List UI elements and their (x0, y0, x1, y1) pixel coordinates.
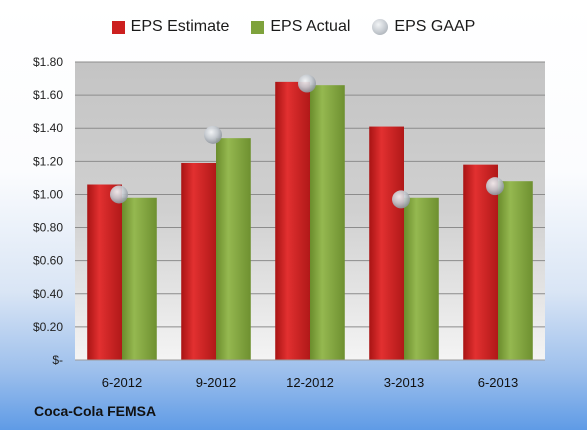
actual-bar (498, 181, 533, 360)
x-tick-label: 6-2013 (478, 375, 518, 390)
gaap-marker (486, 177, 504, 196)
y-tick-label: $0.60 (33, 254, 63, 268)
y-tick-label: $0.80 (33, 221, 63, 235)
estimate-bar (369, 126, 404, 360)
gaap-marker (204, 125, 222, 144)
y-tick-label: $0.40 (33, 287, 63, 301)
x-tick-label: 9-2012 (196, 375, 236, 390)
y-tick-label: $1.00 (33, 187, 63, 201)
estimate-bar (87, 184, 122, 360)
gaap-marker (298, 74, 316, 93)
legend-label-estimate: EPS Estimate (130, 18, 230, 35)
bars (87, 81, 533, 360)
gaap-marker (110, 185, 128, 204)
legend-marker-gaap (372, 19, 389, 35)
estimate-bar (463, 164, 498, 360)
gaap-markers (110, 74, 504, 209)
y-tick-label: $- (52, 353, 63, 367)
x-axis-ticks: 6-2012 9-2012 12-2012 3-2013 6-2013 (102, 375, 518, 390)
legend: EPS Estimate EPS Actual EPS GAAP (0, 18, 587, 36)
company-name: Coca-Cola FEMSA (34, 403, 157, 419)
x-tick-label: 6-2012 (102, 375, 142, 390)
x-tick-label: 12-2012 (286, 375, 334, 390)
y-tick-label: $0.20 (33, 320, 63, 334)
y-tick-label: $1.80 (33, 55, 63, 69)
legend-item-actual: EPS Actual (251, 18, 350, 36)
legend-label-actual: EPS Actual (270, 18, 351, 35)
actual-bar (216, 138, 251, 360)
actual-bar (404, 197, 439, 360)
legend-label-gaap: EPS GAAP (394, 18, 476, 35)
legend-item-estimate: EPS Estimate (111, 18, 230, 36)
actual-bar (310, 85, 345, 360)
y-tick-label: $1.20 (33, 154, 63, 168)
estimate-bar (275, 81, 310, 360)
actual-bar (122, 197, 157, 360)
y-axis-ticks: $- $0.20 $0.40 $0.60 $0.80 $1.00 $1.20 $1.40 $1.… (33, 55, 63, 367)
y-tick-label: $1.40 (33, 121, 63, 135)
x-tick-label: 3-2013 (384, 375, 424, 390)
y-tick-label: $1.60 (33, 88, 63, 102)
estimate-bar (181, 162, 216, 360)
gaap-marker (392, 190, 410, 209)
legend-swatch-estimate (111, 20, 125, 34)
legend-swatch-actual (251, 20, 265, 34)
legend-item-gaap: EPS GAAP (372, 18, 475, 36)
